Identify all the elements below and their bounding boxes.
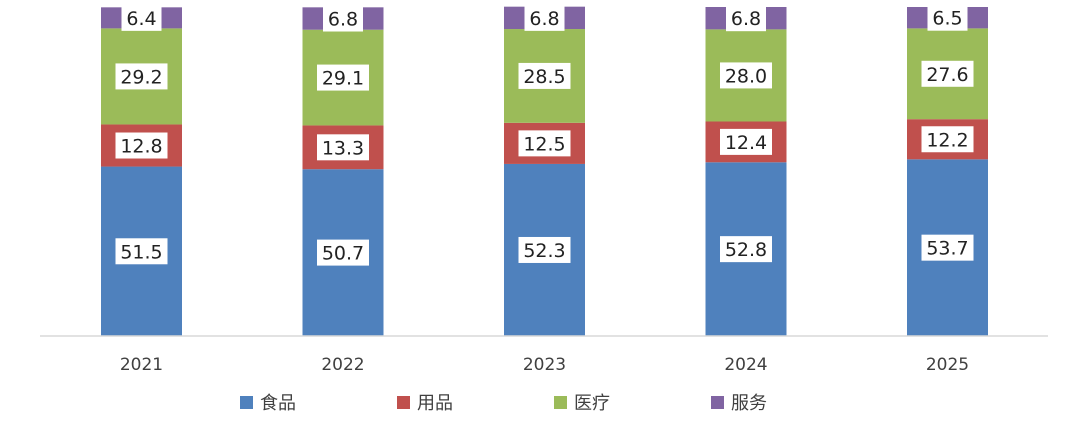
data-label-box-2023-0 [518,236,571,263]
data-label-2021-0: 51.5 [120,241,162,263]
legend-label-2: 医疗 [574,393,610,414]
data-label-box-2024-2 [720,62,772,89]
data-label-2022-1: 13.3 [322,137,364,159]
legend-label-1: 用品 [417,393,453,414]
x-axis-ticks: 2021 2022 2023 2024 2025 [120,355,969,375]
x-tick-label-2024: 2024 [724,355,767,375]
data-label-box-2024-1 [720,128,772,155]
data-label-box-2025-0 [921,234,974,261]
data-label-box-2023-1 [518,130,571,157]
data-label-2024-0: 52.8 [725,239,767,261]
data-label-box-2025-1 [921,126,974,153]
data-label-2022-3: 6.8 [328,9,358,31]
data-label-box-2022-0 [317,239,369,266]
data-label-2025-0: 53.7 [926,238,968,260]
data-label-box-2021-2 [115,63,168,90]
data-label-box-2024-0 [720,236,772,263]
x-tick-label-2025: 2025 [926,355,969,375]
data-label-2023-0: 52.3 [523,240,565,262]
data-label-box-2021-3 [121,4,162,31]
x-tick-label-2023: 2023 [523,355,566,375]
data-label-2022-2: 29.1 [322,68,364,90]
legend-label-0: 食品 [260,393,296,414]
legend-swatch-0 [240,396,253,409]
data-label-2021-1: 12.8 [120,136,162,158]
data-label-box-2021-0 [115,238,168,265]
x-tick-label-2021: 2021 [120,355,163,375]
legend: 食品 用品 医疗 服务 [240,393,767,414]
data-label-box-2025-3 [927,4,968,31]
data-label-box-2022-1 [317,134,369,161]
data-label-2025-3: 6.5 [932,8,962,30]
data-label-box-2025-2 [921,60,974,87]
data-label-2024-3: 6.8 [731,8,761,30]
data-label-2024-1: 12.4 [725,132,767,154]
legend-label-3: 服务 [731,393,767,414]
legend-swatch-1 [397,396,410,409]
data-label-2025-1: 12.2 [926,129,968,151]
data-label-2023-3: 6.8 [529,8,559,30]
data-label-2022-0: 50.7 [322,243,364,265]
data-label-box-2022-2 [317,64,369,91]
data-label-box-2021-1 [115,132,168,159]
x-tick-label-2022: 2022 [321,355,364,375]
data-label-2023-1: 12.5 [523,133,565,155]
bars-layer: 51.5 12.8 29.2 6.4 50.7 13.3 29.1 6.8 52.3 12.5 28… [101,4,988,336]
data-label-2023-2: 28.5 [523,66,565,88]
data-label-2021-3: 6.4 [126,8,156,30]
legend-swatch-3 [711,396,724,409]
data-label-2024-2: 28.0 [725,65,767,87]
data-label-2021-2: 29.2 [120,66,162,88]
data-label-2025-2: 27.6 [926,64,968,86]
data-label-box-2022-3 [323,5,363,32]
data-label-box-2023-2 [518,62,571,89]
data-label-box-2023-3 [524,4,565,31]
data-label-box-2024-3 [726,5,766,32]
legend-swatch-2 [554,396,567,409]
